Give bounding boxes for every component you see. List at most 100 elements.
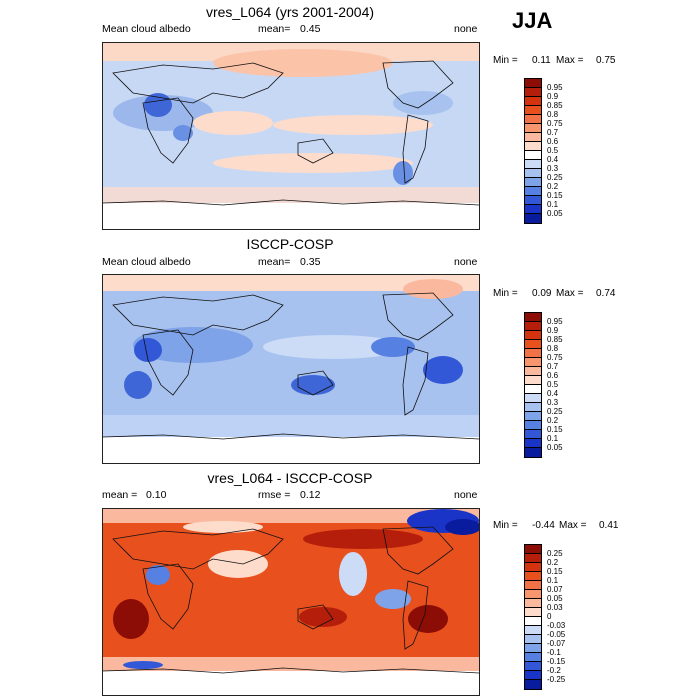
colorbar-2-swatch <box>525 421 541 430</box>
colorbar-2-swatch <box>525 412 541 421</box>
panel-1-max-label: Max = <box>556 55 584 66</box>
panel-2-variable-label: Mean cloud albedo <box>102 256 191 268</box>
map-3-south-america-dark <box>408 605 448 633</box>
colorbar-2-label: 0.7 <box>547 362 559 371</box>
colorbar-3-label: -0.15 <box>547 657 566 666</box>
colorbar-1-label: 0.4 <box>547 155 559 164</box>
map-2-greenland-patch <box>403 279 463 299</box>
colorbar-2-swatch <box>525 340 541 349</box>
map-3-south-atlantic-dark <box>113 599 149 639</box>
colorbar-3-label: 0.25 <box>547 549 563 558</box>
map-3-southern-negative <box>123 661 163 669</box>
colorbar-3-swatch <box>525 608 541 617</box>
colorbar-3-label: 0.2 <box>547 558 559 567</box>
map-1-south-america-coast <box>402 114 429 184</box>
colorbar-1-swatch <box>525 133 541 142</box>
colorbar-3-swatch <box>525 545 541 554</box>
colorbar-1-swatch <box>525 160 541 169</box>
colorbar-3-label: -0.03 <box>547 621 566 630</box>
map-2-west-africa-dark <box>134 338 162 362</box>
map-1-antarctic-coast <box>103 199 479 206</box>
colorbar-2-swatch <box>525 448 541 457</box>
panel-3-map-svg <box>103 509 479 695</box>
colorbar-1-swatch <box>525 124 541 133</box>
colorbar-2-label: 0.75 <box>547 353 563 362</box>
colorbar-3-swatch <box>525 617 541 626</box>
map-2-australia-dark <box>291 375 335 395</box>
colorbar-2-label: 0.9 <box>547 326 559 335</box>
colorbar-3-swatch <box>525 635 541 644</box>
panel-2-min-label: Min = <box>493 288 518 299</box>
map-3-siberia-light <box>183 521 263 533</box>
colorbar-2-swatch <box>525 430 541 439</box>
map-2-southern-ocean-band <box>103 415 479 437</box>
map-2-australia-coast <box>297 370 334 396</box>
panel-3-rmse-label: rmse = <box>258 489 291 501</box>
colorbar-3-label: 0 <box>547 612 552 621</box>
map-2-africa-region <box>133 327 253 363</box>
colorbar-3-swatch <box>525 662 541 671</box>
colorbar-1-swatch <box>525 79 541 88</box>
panel-3-max-value: 0.41 <box>599 520 619 531</box>
colorbar-1-label: 0.85 <box>547 101 563 110</box>
season-label: JJA <box>512 8 553 33</box>
colorbar-1-label: 0.7 <box>547 128 559 137</box>
colorbar-2 <box>524 312 542 458</box>
colorbar-3-swatch <box>525 572 541 581</box>
map-3-australia-coast <box>297 604 334 630</box>
colorbar-2-swatch <box>525 439 541 448</box>
map-3-southern-ocean-band <box>103 657 479 671</box>
map-1-southern-ocean-band <box>103 187 479 203</box>
colorbar-3-swatch <box>525 563 541 572</box>
colorbar-2-swatch <box>525 322 541 331</box>
colorbar-2-swatch <box>525 349 541 358</box>
colorbar-2-swatch <box>525 385 541 394</box>
colorbar-2-label: 0.05 <box>547 443 563 452</box>
map-1-north-america-coast <box>382 60 454 109</box>
map-2-north-america-coast <box>382 292 454 341</box>
colorbar-3-label: 0.15 <box>547 567 563 576</box>
panel-2-title: ISCCP-COSP <box>246 236 334 252</box>
colorbar-3-swatch <box>525 554 541 563</box>
colorbar-3-swatch <box>525 626 541 635</box>
colorbar-1-label: 0.2 <box>547 182 559 191</box>
map-2-antarctic-coast <box>103 433 479 440</box>
colorbar-1-label: 0.8 <box>547 110 559 119</box>
colorbar-3-swatch <box>525 653 541 662</box>
colorbar-1-swatch <box>525 106 541 115</box>
map-1-australia-coast <box>297 138 334 164</box>
colorbar-1-swatch <box>525 142 541 151</box>
map-3-arctic-dark <box>445 519 479 535</box>
panel-1-map <box>102 42 480 230</box>
panel-2-mean-label: mean= <box>258 256 291 268</box>
colorbar-1-label: 0.25 <box>547 173 563 182</box>
panel-1-mean-value: 0.45 <box>300 23 321 35</box>
panel-2-map <box>102 274 480 464</box>
colorbar-3-label: -0.1 <box>547 648 561 657</box>
colorbar-2-swatch <box>525 367 541 376</box>
colorbar-3-label: -0.05 <box>547 630 566 639</box>
map-3-west-africa-negative <box>146 565 170 585</box>
colorbar-1-label: 0.5 <box>547 146 559 155</box>
colorbar-3-swatch <box>525 644 541 653</box>
map-2-south-america-coast <box>402 346 429 416</box>
panel-2-max-label: Max = <box>556 288 584 299</box>
map-1-americas-patch <box>393 91 453 115</box>
panel-3-min-label: Min = <box>493 520 518 531</box>
colorbar-2-label: 0.6 <box>547 371 559 380</box>
colorbar-3-swatch <box>525 671 541 680</box>
colorbar-3-label: -0.2 <box>547 666 561 675</box>
map-3-arctic-band <box>103 509 479 523</box>
map-2-pacific-band <box>263 335 403 359</box>
map-3-australia-dark <box>299 607 347 627</box>
map-1-pacific-band <box>273 115 433 135</box>
colorbar-1-swatch <box>525 187 541 196</box>
panel-2-max-value: 0.74 <box>596 288 616 299</box>
map-1-eurasia-coast <box>112 62 284 104</box>
map-2-antarctica <box>103 437 479 463</box>
colorbar-1-swatch <box>525 214 541 223</box>
map-3-antarctica <box>103 671 479 695</box>
map-3-eurasia-coast <box>112 528 284 570</box>
map-3-india-light <box>208 550 268 578</box>
panel-1-min-value: 0.11 <box>532 55 551 66</box>
